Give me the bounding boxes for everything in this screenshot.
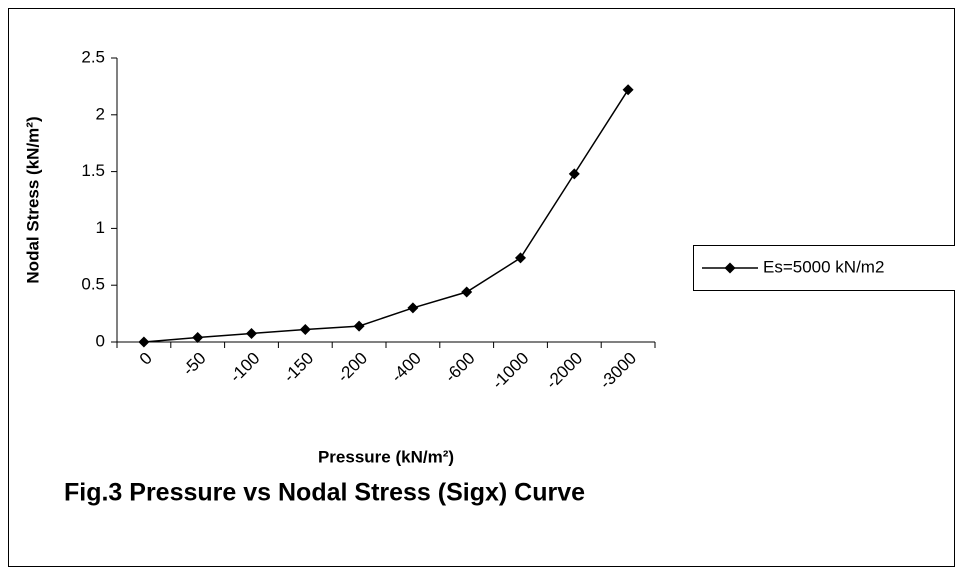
legend-marker [724,262,736,274]
x-tick-label: -100 [226,349,263,386]
legend-label: Es=5000 kN/m2 [763,257,884,276]
x-tick-label: -200 [334,349,371,386]
data-line [143,89,629,343]
x-tick-label: -400 [387,349,424,386]
data-point [353,320,365,332]
x-tick-label: -3000 [596,349,640,393]
data-point [515,252,526,264]
x-axis-title: Pressure (kN/m²) [318,447,454,466]
data-point [622,84,634,96]
y-tick-label: 2 [96,104,105,123]
y-tick-label: 0.5 [81,275,105,294]
y-tick-label: 2.5 [81,47,105,66]
x-tick-label: -50 [179,349,210,380]
x-tick-label: -2000 [542,349,586,393]
data-point [246,327,257,339]
x-tick-label: -150 [280,349,317,386]
data-point [192,331,204,343]
x-tick-label: 0 [136,349,156,369]
data-point [299,324,311,336]
y-tick-label: 1.5 [81,161,105,180]
data-point [568,168,580,180]
x-tick-label: -600 [441,349,478,386]
y-tick-label: 1 [96,218,105,237]
x-tick-label: -1000 [488,349,532,393]
y-tick-label: 0 [96,331,105,350]
data-point [461,286,473,298]
y-axis-title: Nodal Stress (kN/m²) [23,116,42,283]
data-point [138,336,150,348]
chart-title: Fig.3 Pressure vs Nodal Stress (Sigx) Cu… [64,479,585,507]
data-point [407,302,419,314]
